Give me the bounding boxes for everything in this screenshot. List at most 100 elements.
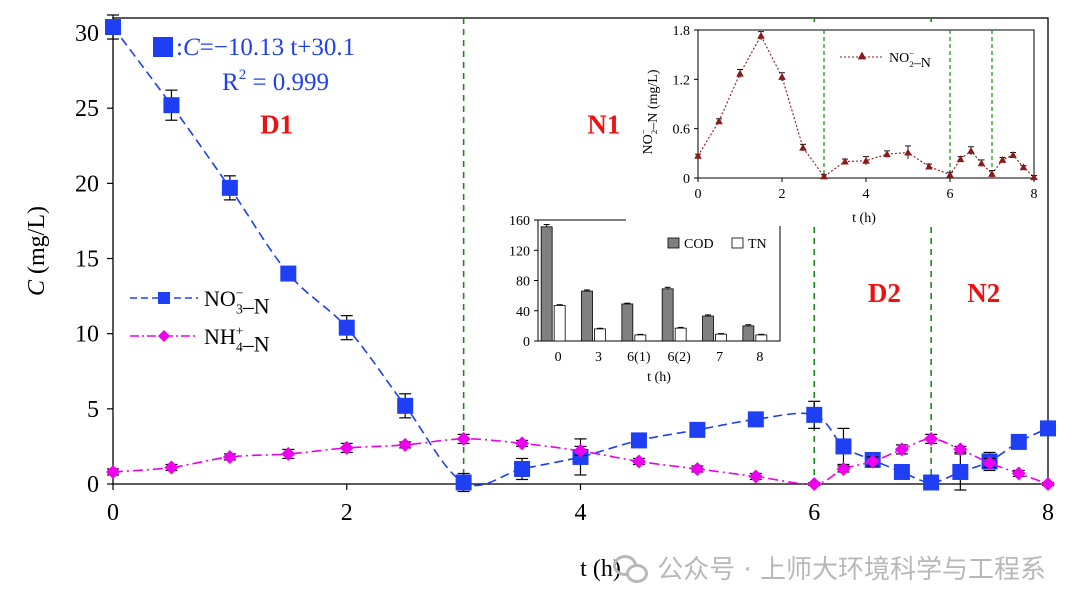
main-x-tick-label: 4 (575, 500, 587, 526)
nitrite-point (841, 157, 849, 165)
nitrate-point (893, 463, 910, 480)
main-y-tick-label: 0 (87, 472, 99, 498)
phase-label-d2: D2 (868, 278, 901, 308)
nitrate-point (1010, 433, 1027, 450)
main-y-tick-label: 5 (87, 397, 99, 423)
cod-bar (661, 288, 674, 342)
nitrate-point (952, 463, 969, 480)
cod-bar (742, 325, 755, 342)
watermark: 公众号 · 上师大环境科学与工程系 (613, 549, 1046, 586)
nitrate-point (747, 411, 764, 428)
inset-bar-y-tick-label: 120 (509, 244, 530, 259)
inset-legend-label: NO− 2–N (889, 49, 931, 71)
main-x-tick-label: 2 (341, 500, 353, 526)
phase-label-n2: N2 (967, 278, 1000, 308)
main-y-tick-label: 15 (75, 247, 99, 273)
ammonium-point (865, 454, 880, 469)
ammonium-point (398, 437, 413, 452)
ammonium-point (222, 449, 237, 464)
inset-line-x-tick-label: 8 (1031, 187, 1038, 202)
cod-bar (581, 290, 593, 342)
ammonium-point (164, 460, 179, 475)
ammonium-point (573, 443, 588, 458)
inset-bar-legend-label: COD (684, 237, 714, 252)
nitrite-point (904, 148, 912, 156)
nitrate-point (923, 474, 940, 491)
tn-bar (674, 327, 687, 342)
nitrate-point (806, 406, 823, 423)
inset-legend-marker (857, 51, 867, 60)
main-x-tick-label: 8 (1042, 500, 1054, 526)
main-x-tick-label: 6 (808, 500, 820, 526)
inset-bar-y-tick-label: 160 (509, 214, 530, 229)
nitrite-point (736, 69, 744, 77)
nitrite-point (778, 72, 786, 80)
inset-bar-y-tick-label: 40 (516, 305, 530, 320)
nitrate-point (397, 397, 414, 414)
inset-line-y-tick-label: 0 (683, 172, 690, 187)
legend-marker (158, 330, 170, 342)
inset-line-x-tick-label: 4 (863, 187, 870, 202)
inset-bar-category-label: 6(1) (627, 350, 651, 365)
nitrite-point (967, 146, 975, 154)
ammonium-point (982, 455, 997, 470)
nitrite-point (820, 172, 828, 180)
nitrate-point (280, 265, 297, 282)
ammonium-point (281, 446, 296, 461)
main-y-tick-label: 30 (75, 21, 99, 47)
series-line-nitrate (112, 26, 1049, 487)
wechat-icon (613, 554, 649, 583)
nitrite-point (925, 162, 933, 170)
ammonium-point (631, 454, 646, 469)
inset-line-x-tick-label: 6 (947, 187, 954, 202)
nitrate-point (455, 474, 472, 491)
ammonium-point (924, 431, 939, 446)
nitrate-point (221, 179, 238, 196)
ammonium-point (515, 436, 530, 451)
inset-line-background (626, 22, 1044, 226)
inset-line-y-tick-label: 1.2 (673, 73, 691, 88)
inset-line-chart: 0 2 4 6 8 0 0.6 1.2 1.8 t (h) NO−2–N (mg/L) NO− 2–N (626, 22, 1044, 226)
ammonium-point (456, 431, 471, 446)
ammonium-point (748, 469, 763, 484)
nitrate-point (514, 460, 531, 477)
main-y-axis-label: C (mg/L) (24, 206, 50, 296)
nitrite-point (862, 156, 870, 164)
nitrate-point (105, 19, 121, 36)
nitrate-point (1040, 420, 1056, 437)
phase-label-d1: D1 (260, 110, 293, 140)
legend-label: NH+ 4–N (204, 324, 270, 357)
equation-marker (153, 37, 173, 57)
nitrite-point (715, 117, 723, 125)
ammonium-point (1011, 466, 1026, 481)
inset-line-x-tick-label: 2 (779, 187, 786, 202)
main-y-tick-label: 10 (75, 322, 99, 348)
tn-bar (755, 334, 768, 342)
inset-bar-category-label: 7 (716, 350, 723, 365)
nitrite-point (977, 159, 986, 167)
inset-bar-legend-swatch (731, 237, 744, 249)
inset-bar-legend-label: TN (748, 237, 767, 252)
inset-bar-y-tick-label: 80 (516, 275, 530, 290)
cod-bar (621, 303, 634, 342)
ammonium-point (690, 461, 705, 476)
inset-bar-legend-swatch (667, 237, 680, 249)
nitrite-point (757, 31, 765, 39)
regression-equation: :C=−10.13 t+30.1 (176, 34, 355, 61)
inset-line-y-axis-label: NO−2–N (mg/L) (639, 69, 661, 154)
inset-bar-category-label: 0 (555, 350, 562, 365)
inset-line-y-tick-label: 0.6 (673, 123, 691, 138)
main-x-tick-label: 0 (107, 500, 119, 526)
nitrite-point (799, 143, 807, 151)
tn-bar (553, 305, 566, 342)
ammonium-point (339, 440, 354, 455)
nitrate-point (835, 438, 852, 455)
inset-bar-x-axis-label: t (h) (647, 370, 671, 385)
inset-bar-category-label: 8 (756, 350, 763, 365)
nitrate-point (163, 97, 180, 114)
nitrite-point (883, 150, 891, 158)
inset-bar-category-label: 3 (595, 350, 602, 365)
inset-line-x-axis-label: t (h) (852, 211, 876, 226)
